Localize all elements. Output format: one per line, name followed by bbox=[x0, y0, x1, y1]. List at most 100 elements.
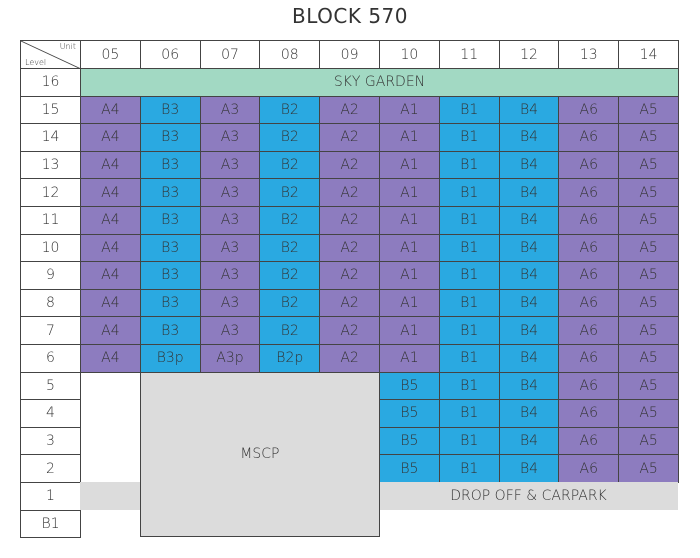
unit-cell: A5 bbox=[618, 316, 679, 345]
unit-cell: A5 bbox=[618, 150, 679, 180]
unit-cell: A1 bbox=[379, 344, 440, 373]
unit-header: 11 bbox=[438, 40, 500, 69]
unit-cell: A4 bbox=[80, 261, 141, 290]
unit-cell: A2 bbox=[319, 316, 380, 345]
unit-cell: A4 bbox=[80, 233, 141, 263]
unit-cell: B1 bbox=[438, 206, 500, 235]
unit-cell: B2 bbox=[259, 123, 321, 152]
unit-cell: B1 bbox=[438, 288, 500, 318]
unit-cell: B4 bbox=[498, 399, 560, 428]
level-label: 11 bbox=[20, 206, 81, 235]
unit-cell: B3 bbox=[139, 288, 201, 318]
unit-cell: A6 bbox=[558, 454, 620, 483]
unit-cell: A6 bbox=[558, 316, 620, 345]
unit-cell: A5 bbox=[618, 233, 679, 263]
unit-cell: A5 bbox=[618, 344, 679, 373]
unit-cell: B1 bbox=[438, 426, 500, 456]
level-label: 13 bbox=[20, 150, 81, 180]
unit-cell: B2 bbox=[259, 316, 321, 345]
unit-cell: A2 bbox=[319, 233, 380, 263]
sky-garden: SKY GARDEN bbox=[80, 68, 679, 97]
unit-cell: A6 bbox=[558, 261, 620, 290]
unit-cell: A6 bbox=[558, 426, 620, 456]
unit-cell: A2 bbox=[319, 344, 380, 373]
unit-cell: B4 bbox=[498, 344, 560, 373]
unit-header: 09 bbox=[319, 40, 380, 69]
unit-cell: B3 bbox=[139, 261, 201, 290]
level-label: 2 bbox=[20, 454, 81, 483]
unit-cell: B4 bbox=[498, 316, 560, 345]
unit-cell: A6 bbox=[558, 344, 620, 373]
level-label: 10 bbox=[20, 233, 81, 263]
unit-cell: A1 bbox=[379, 123, 440, 152]
unit-cell: B4 bbox=[498, 150, 560, 180]
unit-cell: A2 bbox=[319, 288, 380, 318]
unit-cell: A4 bbox=[80, 123, 141, 152]
drop-off: DROP OFF & CARPARK bbox=[379, 482, 678, 510]
unit-cell: A6 bbox=[558, 371, 620, 401]
unit-cell: B3 bbox=[139, 316, 201, 345]
unit-cell: A5 bbox=[618, 426, 679, 456]
unit-cell: B3 bbox=[139, 206, 201, 235]
unit-cell: A1 bbox=[379, 150, 440, 180]
unit-cell: A3 bbox=[199, 261, 261, 290]
unit-cell: B1 bbox=[438, 150, 500, 180]
level-label: B1 bbox=[20, 509, 81, 539]
unit-cell: B4 bbox=[498, 371, 560, 401]
unit-cell: B2 bbox=[259, 206, 321, 235]
unit-cell: B1 bbox=[438, 399, 500, 428]
unit-cell: B2 bbox=[259, 261, 321, 290]
unit-cell: B4 bbox=[498, 233, 560, 263]
unit-cell: B1 bbox=[438, 233, 500, 263]
level-label: 12 bbox=[20, 178, 81, 207]
unit-cell: A6 bbox=[558, 206, 620, 235]
level-label: 5 bbox=[20, 371, 81, 401]
unit-cell: A6 bbox=[558, 95, 620, 125]
unit-cell: B1 bbox=[438, 95, 500, 125]
unit-cell: B1 bbox=[438, 344, 500, 373]
unit-cell: B1 bbox=[438, 371, 500, 401]
unit-cell: B1 bbox=[438, 316, 500, 345]
unit-cell: A5 bbox=[618, 454, 679, 483]
unit-cell: B4 bbox=[498, 454, 560, 483]
unit-header: 07 bbox=[199, 40, 261, 69]
unit-cell: A5 bbox=[618, 288, 679, 318]
unit-header: 08 bbox=[259, 40, 321, 69]
unit-cell: A1 bbox=[379, 288, 440, 318]
unit-cell: A5 bbox=[618, 371, 679, 401]
unit-cell: A6 bbox=[558, 178, 620, 207]
unit-cell: A5 bbox=[618, 399, 679, 428]
unit-cell: B3 bbox=[139, 95, 201, 125]
unit-cell: A3 bbox=[199, 316, 261, 345]
unit-cell: A1 bbox=[379, 95, 440, 125]
unit-cell: A4 bbox=[80, 150, 141, 180]
unit-cell: B1 bbox=[438, 261, 500, 290]
unit-cell: A3 bbox=[199, 233, 261, 263]
unit-cell: A2 bbox=[319, 95, 380, 125]
unit-cell: A6 bbox=[558, 123, 620, 152]
unit-cell: A1 bbox=[379, 206, 440, 235]
unit-cell: B2 bbox=[259, 178, 321, 207]
unit-cell: A3 bbox=[199, 178, 261, 207]
unit-cell: B5 bbox=[379, 426, 440, 456]
unit-cell: A4 bbox=[80, 206, 141, 235]
unit-cell: B5 bbox=[379, 399, 440, 428]
unit-cell: A5 bbox=[618, 95, 679, 125]
unit-cell: B2p bbox=[259, 344, 321, 373]
unit-cell: B4 bbox=[498, 123, 560, 152]
unit-cell: A4 bbox=[80, 344, 141, 373]
unit-cell: B2 bbox=[259, 233, 321, 263]
unit-cell: A6 bbox=[558, 399, 620, 428]
unit-cell: A1 bbox=[379, 178, 440, 207]
level-label: 9 bbox=[20, 261, 81, 290]
unit-header: 13 bbox=[558, 40, 620, 69]
corner-cell: Unit Level bbox=[20, 40, 81, 69]
unit-cell: A1 bbox=[379, 233, 440, 263]
unit-cell: B4 bbox=[498, 288, 560, 318]
level-label: 4 bbox=[20, 399, 81, 428]
unit-cell: B3 bbox=[139, 123, 201, 152]
level-label: 16 bbox=[20, 68, 81, 97]
unit-cell: B4 bbox=[498, 426, 560, 456]
unit-cell: A3 bbox=[199, 95, 261, 125]
